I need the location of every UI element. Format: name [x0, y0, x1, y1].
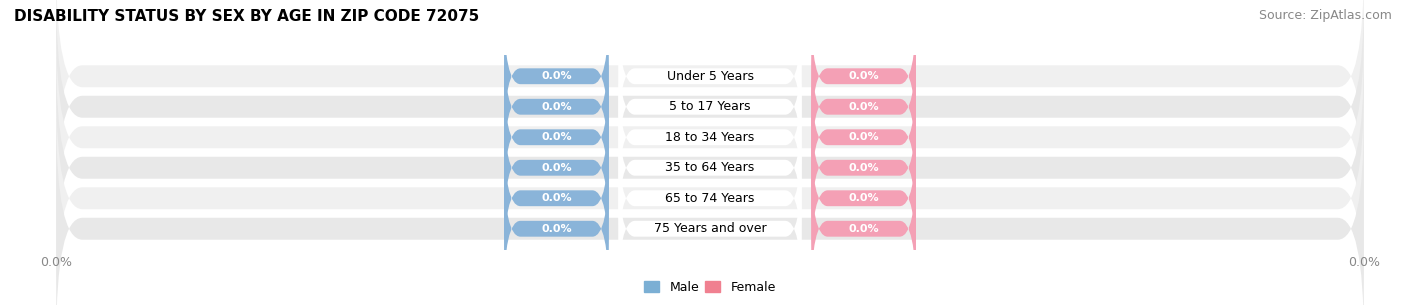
Text: 0.0%: 0.0%	[848, 193, 879, 203]
FancyBboxPatch shape	[505, 69, 609, 206]
FancyBboxPatch shape	[56, 87, 1364, 305]
FancyBboxPatch shape	[811, 8, 915, 145]
Text: DISABILITY STATUS BY SEX BY AGE IN ZIP CODE 72075: DISABILITY STATUS BY SEX BY AGE IN ZIP C…	[14, 9, 479, 24]
Text: 0.0%: 0.0%	[848, 224, 879, 234]
FancyBboxPatch shape	[56, 26, 1364, 248]
FancyBboxPatch shape	[811, 38, 915, 175]
FancyBboxPatch shape	[56, 0, 1364, 187]
FancyBboxPatch shape	[56, 0, 1364, 218]
Text: Under 5 Years: Under 5 Years	[666, 70, 754, 83]
FancyBboxPatch shape	[505, 8, 609, 145]
FancyBboxPatch shape	[811, 99, 915, 236]
Text: 0.0%: 0.0%	[541, 71, 572, 81]
FancyBboxPatch shape	[505, 130, 609, 267]
Text: 65 to 74 Years: 65 to 74 Years	[665, 192, 755, 205]
Text: 0.0%: 0.0%	[541, 224, 572, 234]
Text: 0.0%: 0.0%	[848, 132, 879, 142]
FancyBboxPatch shape	[619, 99, 801, 236]
FancyBboxPatch shape	[505, 99, 609, 236]
Text: 35 to 64 Years: 35 to 64 Years	[665, 161, 755, 174]
Text: 0.0%: 0.0%	[848, 102, 879, 112]
FancyBboxPatch shape	[619, 38, 801, 175]
FancyBboxPatch shape	[619, 69, 801, 206]
Text: 0.0%: 0.0%	[541, 132, 572, 142]
Text: 0.0%: 0.0%	[541, 102, 572, 112]
Text: 0.0%: 0.0%	[541, 163, 572, 173]
FancyBboxPatch shape	[619, 130, 801, 267]
Text: 75 Years and over: 75 Years and over	[654, 222, 766, 235]
Text: 0.0%: 0.0%	[848, 71, 879, 81]
FancyBboxPatch shape	[505, 38, 609, 175]
FancyBboxPatch shape	[811, 69, 915, 206]
Text: Source: ZipAtlas.com: Source: ZipAtlas.com	[1258, 9, 1392, 22]
FancyBboxPatch shape	[619, 8, 801, 145]
Text: 0.0%: 0.0%	[848, 163, 879, 173]
FancyBboxPatch shape	[505, 160, 609, 297]
Text: 5 to 17 Years: 5 to 17 Years	[669, 100, 751, 113]
FancyBboxPatch shape	[619, 160, 801, 297]
FancyBboxPatch shape	[56, 57, 1364, 279]
Text: 18 to 34 Years: 18 to 34 Years	[665, 131, 755, 144]
Text: 0.0%: 0.0%	[541, 193, 572, 203]
FancyBboxPatch shape	[56, 118, 1364, 305]
FancyBboxPatch shape	[811, 160, 915, 297]
FancyBboxPatch shape	[811, 130, 915, 267]
Legend: Male, Female: Male, Female	[640, 275, 780, 299]
